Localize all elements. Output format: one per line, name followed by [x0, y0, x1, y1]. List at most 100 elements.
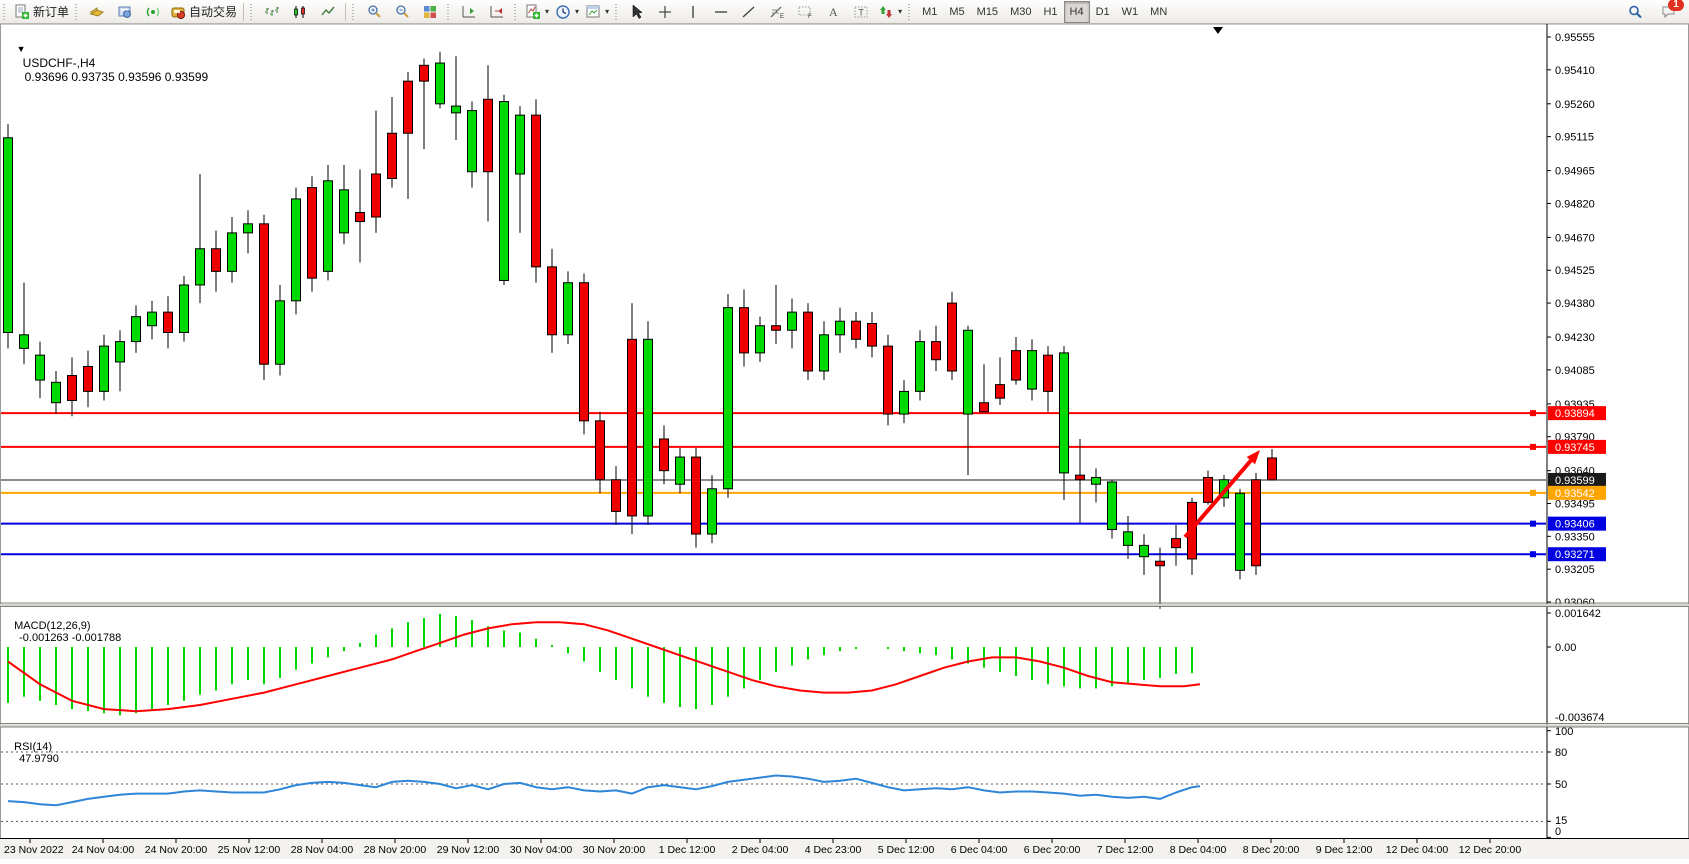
timeframe-m1-button[interactable]: M1: [922, 5, 938, 18]
auto-scroll-button[interactable]: [483, 1, 511, 23]
collapse-chart-icon[interactable]: ▼: [16, 44, 26, 54]
crosshair-button[interactable]: [651, 1, 679, 23]
line-chart-icon: [320, 4, 336, 20]
main-toolbar: 新订单 自动交易 ▾ ▾ ▾ E F A T ▾ M1 M5 M15 M30 H1 H4 D1 W1 MN 1: [0, 0, 1689, 24]
trend-arrow[interactable]: [1183, 450, 1260, 539]
candle: [627, 338, 637, 517]
level-line-0.93894[interactable]: [1, 410, 1546, 417]
signals-button[interactable]: [139, 1, 167, 23]
text-button[interactable]: A: [819, 1, 847, 23]
macd-axis-tick: 0.001642: [1555, 608, 1601, 620]
candle: [723, 307, 733, 490]
time-tick: 12 Dec 04:00: [1386, 844, 1449, 856]
candle: [1027, 350, 1037, 390]
level-line-0.93406[interactable]: [1, 520, 1546, 527]
timeframe-mn-button[interactable]: MN: [1150, 5, 1168, 18]
trendline-button[interactable]: [735, 1, 763, 23]
equidistant-button[interactable]: F: [791, 1, 819, 23]
candle: [1139, 544, 1149, 558]
toolbar-grip[interactable]: [615, 3, 621, 20]
level-line-0.93271[interactable]: [1, 551, 1546, 558]
candle: [227, 232, 237, 272]
time-tick: 2 Dec 04:00: [732, 844, 789, 856]
chart-shift-button[interactable]: [455, 1, 483, 23]
toolbar-grip[interactable]: [3, 3, 8, 20]
timeframe-m5-button[interactable]: M5: [949, 5, 965, 18]
candle: [883, 345, 893, 415]
price-tag-0.93271: 0.93271: [1548, 547, 1606, 562]
candle: [1155, 560, 1165, 567]
new-order-button[interactable]: 新订单: [11, 1, 72, 23]
timeframe-m15-button[interactable]: M15: [976, 5, 999, 18]
chart-shift-marker[interactable]: [1213, 27, 1223, 34]
chevron-down-icon: ▾: [605, 7, 610, 16]
candle: [3, 137, 13, 334]
candle: [1267, 457, 1277, 481]
fibonacci-button[interactable]: E: [763, 1, 791, 23]
signals-icon: [145, 4, 161, 20]
templates-button[interactable]: ▾: [582, 1, 612, 23]
time-tick: 28 Nov 04:00: [291, 844, 354, 856]
candle: [547, 266, 557, 336]
toolbar-grip[interactable]: [352, 3, 358, 20]
terminal-button[interactable]: [83, 1, 111, 23]
zoom-in-button[interactable]: [360, 1, 388, 23]
timeframe-w1-button[interactable]: W1: [1121, 5, 1139, 18]
svg-text:0.93542: 0.93542: [1555, 488, 1595, 500]
autotrade-button[interactable]: 自动交易: [167, 1, 240, 23]
timeframe-m30-button[interactable]: M30: [1010, 5, 1032, 18]
candle: [179, 284, 189, 334]
candle: [435, 62, 445, 105]
chat-icon: 1: [1661, 0, 1684, 20]
candle: [1043, 354, 1053, 392]
price-tag-0.93599: 0.93599: [1548, 472, 1606, 487]
toolbar-grip[interactable]: [75, 3, 81, 20]
vertical-line-button[interactable]: [679, 1, 707, 23]
timeframe-d1-button[interactable]: D1: [1095, 5, 1110, 18]
price-tick: 0.95410: [1555, 65, 1595, 77]
cursor-button[interactable]: [623, 1, 651, 23]
candle: [579, 282, 589, 422]
candle: [803, 311, 813, 372]
horizontal-line-button[interactable]: [707, 1, 735, 23]
price-tick: 0.94820: [1555, 198, 1595, 210]
tile-windows-button[interactable]: [416, 1, 444, 23]
svg-text:0.93894: 0.93894: [1555, 408, 1595, 420]
toolbar-grip[interactable]: [250, 3, 256, 20]
toolbar-grip[interactable]: [908, 3, 914, 20]
toolbar-grip[interactable]: [447, 3, 453, 20]
rsi-axis-tick: 100: [1555, 726, 1573, 738]
level-line-0.93745[interactable]: [1, 443, 1546, 450]
notifications-button[interactable]: 1: [1655, 0, 1684, 23]
macd-panel: [7, 613, 1201, 716]
terminal-icon: [89, 4, 105, 20]
svg-text:E: E: [780, 14, 784, 20]
timeframe-h1-button[interactable]: H1: [1043, 5, 1058, 18]
shapes-button[interactable]: ▾: [875, 1, 905, 23]
line-chart-button[interactable]: [314, 1, 342, 23]
text-label-button[interactable]: T: [847, 1, 875, 23]
bar-chart-button[interactable]: [258, 1, 286, 23]
candlestick-chart-button[interactable]: [286, 1, 314, 23]
candle: [339, 189, 349, 234]
timeframe-h4-button[interactable]: H4: [1063, 0, 1090, 23]
tile-windows-icon: [422, 4, 438, 20]
indicators-icon: [525, 4, 541, 20]
candle: [691, 456, 701, 535]
candle: [531, 114, 541, 268]
candle: [1059, 352, 1069, 474]
search-button[interactable]: [1621, 1, 1649, 23]
candle: [1203, 476, 1213, 503]
rsi-value: 47.9790: [19, 753, 59, 765]
periods-button[interactable]: ▾: [552, 1, 582, 23]
toolbar-grip[interactable]: [514, 3, 520, 20]
time-axis[interactable]: 23 Nov 2022 24 Nov 04:00 24 Nov 20:00 25 No…: [4, 839, 1521, 856]
navigator-button[interactable]: [111, 1, 139, 23]
indicators-button[interactable]: ▾: [522, 1, 552, 23]
time-tick: 29 Nov 12:00: [437, 844, 500, 856]
candle: [643, 338, 653, 517]
time-tick: 6 Dec 20:00: [1024, 844, 1081, 856]
candle: [851, 320, 861, 340]
level-line-0.93542[interactable]: [1, 489, 1546, 496]
zoom-out-button[interactable]: [388, 1, 416, 23]
